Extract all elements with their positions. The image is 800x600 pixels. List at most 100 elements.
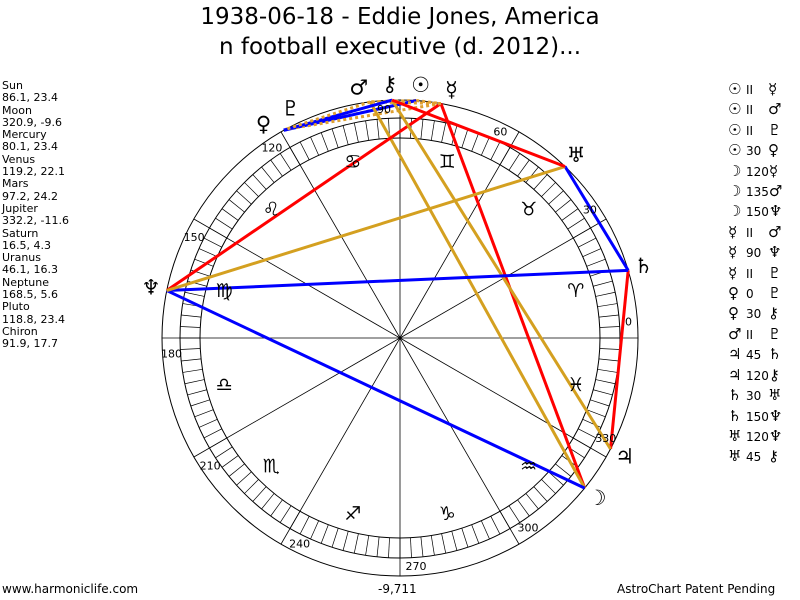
site-link[interactable]: www.harmoniclife.com <box>2 582 139 596</box>
ring-tick <box>342 125 349 145</box>
aspect-line <box>368 101 587 489</box>
aspect-type: II <box>746 103 754 118</box>
ring-tick <box>244 182 259 197</box>
ring-tick <box>490 141 501 160</box>
aspect-type: 30 <box>746 307 762 322</box>
planet-glyph: ⚷ <box>768 304 779 323</box>
planet-glyph: ♄ <box>768 345 782 364</box>
zodiac-sign-1: ♈ <box>567 280 584 302</box>
planet-glyph-chiron: ⚷ <box>382 72 397 96</box>
aspect-row: ☽ 120☿ <box>728 162 787 182</box>
ring-tick <box>180 326 201 328</box>
ring-tick <box>353 533 359 554</box>
aspect-type: 30 <box>746 389 762 404</box>
aspect-row: ☽ 150♆ <box>728 202 787 222</box>
ring-tick <box>299 516 310 535</box>
ring-tick <box>221 208 239 221</box>
aspect-line <box>609 270 630 450</box>
planet-glyph: ♀ <box>728 284 739 303</box>
ring-tick <box>203 428 222 439</box>
planet-glyph: ♄ <box>728 406 742 425</box>
ring-tick <box>198 419 218 428</box>
chart-title: 1938-06-18 - Eddie Jones, America n foot… <box>0 2 800 62</box>
planet-glyph: ♇ <box>768 324 782 343</box>
spoke-line <box>193 337 401 458</box>
aspect-type: II <box>746 83 754 97</box>
aspect-row: ☉ II ♂ <box>728 100 787 120</box>
ring-tick <box>261 166 275 183</box>
planet-coords: 320.9, -9.6 <box>2 115 62 129</box>
ring-tick <box>508 505 521 523</box>
ring-tick <box>525 493 539 510</box>
ring-tick <box>184 379 205 385</box>
planet-glyph: ⚷ <box>768 447 779 466</box>
planet-glyph: ♅ <box>728 447 742 466</box>
ring-tick <box>582 248 602 257</box>
planet-position-list: Sun 86.1, 23.4 Moon 320.9, -9.6 Mercury 80.1,… <box>2 79 69 351</box>
aspect-type: 150 <box>746 205 769 220</box>
planet-glyph: ♃ <box>728 345 742 364</box>
aspect-type: II <box>746 327 754 342</box>
aspect-row: ☿ 90 ♆ <box>728 243 787 263</box>
ring-tick <box>420 536 424 557</box>
aspect-line <box>439 103 587 489</box>
ring-tick <box>194 409 214 418</box>
planet-coords: 97.2, 24.2 <box>2 189 58 203</box>
aspect-type: II <box>746 266 754 281</box>
aspect-row: ♅ 120♆ <box>728 427 787 447</box>
ring-tick <box>517 499 530 517</box>
ring-tick <box>376 119 380 140</box>
ring-tick <box>578 428 597 439</box>
planet-glyph: ☽ <box>728 202 742 221</box>
ring-tick <box>190 399 210 407</box>
ring-tick <box>181 314 202 318</box>
ring-tick <box>595 379 616 385</box>
ring-tick <box>310 136 319 156</box>
aspect-type: 120 <box>746 429 769 444</box>
zodiac-sign-4: ♋ <box>344 151 361 173</box>
aspect-type: 45 <box>746 348 762 363</box>
aspect-type: II <box>746 123 754 138</box>
ring-tick <box>561 208 579 221</box>
planet-name: Mars <box>2 177 29 191</box>
ring-tick <box>198 248 218 257</box>
planet-glyph: ☿ <box>728 222 738 241</box>
ring-tick <box>182 368 203 373</box>
aspect-row: ♀ 0 ♇ <box>728 284 787 304</box>
planet-glyph: ♅ <box>768 386 782 405</box>
ring-tick <box>586 409 606 418</box>
ring-tick <box>548 471 564 486</box>
planet-glyph: ☿ <box>728 243 738 262</box>
aspect-type: 90 <box>746 246 762 261</box>
planet-coords: 46.1, 16.3 <box>2 263 58 277</box>
aspect-type: 120 <box>746 368 769 383</box>
zodiac-sign-3: ♊ <box>439 151 456 173</box>
planet-glyph: ♆ <box>768 243 782 262</box>
degree-label: 240 <box>289 537 310 550</box>
spoke-line <box>280 337 401 545</box>
planet-name: Mercury <box>2 128 47 142</box>
planet-name: Saturn <box>2 226 39 240</box>
aspect-line <box>166 268 629 293</box>
degree-label: 270 <box>405 560 426 573</box>
aspect-line <box>391 98 566 168</box>
planet-coords: 119.2, 22.1 <box>2 165 65 179</box>
ring-tick <box>599 348 620 350</box>
degree-label: 60 <box>493 126 507 139</box>
ring-tick <box>481 136 490 156</box>
aspect-row: ☉ 30 ♀ <box>728 141 787 161</box>
zodiac-sign-5: ♌ <box>263 198 280 220</box>
aspect-line <box>166 165 566 292</box>
zodiac-sign-8: ♏ <box>263 456 280 478</box>
ring-tick <box>228 199 245 213</box>
planet-name: Chiron <box>2 324 38 338</box>
ring-tick <box>279 153 292 171</box>
aspect-type: 120 <box>746 164 769 179</box>
ring-tick <box>261 493 275 510</box>
aspect-type: 0 <box>746 287 754 302</box>
aspect-row: ♂ II ♇ <box>728 325 787 345</box>
ring-tick <box>590 399 610 407</box>
aspect-row: ♅ 45 ⚷ <box>728 447 787 467</box>
planet-name: Sun <box>2 79 23 92</box>
ring-tick <box>203 237 222 248</box>
